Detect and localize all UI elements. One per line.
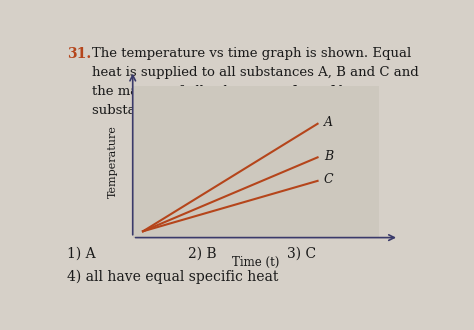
Text: Time (t): Time (t) <box>232 256 280 269</box>
Text: then the: then the <box>287 85 349 98</box>
Text: B: B <box>324 149 333 163</box>
Text: C: C <box>324 173 333 186</box>
Text: heat is supplied to all substances A, B and C and: heat is supplied to all substances A, B … <box>92 66 419 79</box>
Text: The temperature vs time graph is shown. Equal: The temperature vs time graph is shown. … <box>92 47 411 60</box>
Text: 31.: 31. <box>66 47 91 61</box>
Text: A: A <box>324 116 333 129</box>
Text: 3) C: 3) C <box>287 247 316 261</box>
Text: the masses of all substance are equal,: the masses of all substance are equal, <box>92 85 352 98</box>
Text: 2) B: 2) B <box>188 247 217 261</box>
Text: 4) all have equal specific heat: 4) all have equal specific heat <box>66 269 278 283</box>
Text: Temperature: Temperature <box>108 125 118 198</box>
Text: 1) A: 1) A <box>66 247 95 261</box>
Text: substance with highest specific heat is: substance with highest specific heat is <box>92 104 351 117</box>
